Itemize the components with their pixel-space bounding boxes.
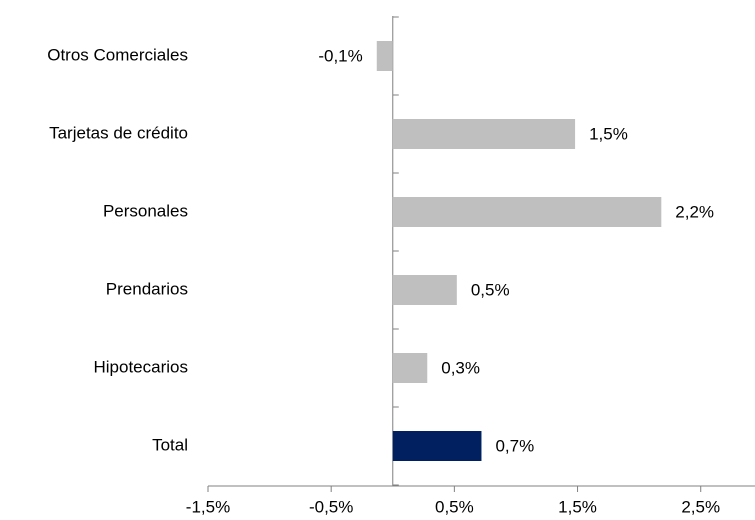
bar	[392, 197, 662, 227]
x-tick-label: 2,5%	[681, 497, 720, 516]
x-tick-label: 0,5%	[435, 497, 474, 516]
bar	[392, 353, 428, 383]
value-label: 0,7%	[495, 436, 534, 455]
x-tick-label: -1,5%	[186, 497, 230, 516]
bar	[392, 275, 457, 305]
value-label: 0,3%	[441, 358, 480, 377]
x-tick-label: 1,5%	[558, 497, 597, 516]
y-tick-label: Personales	[103, 201, 188, 220]
bar	[392, 431, 482, 461]
y-tick-label: Hipotecarios	[94, 357, 189, 376]
value-label: 0,5%	[471, 280, 510, 299]
y-tick-label: Total	[152, 435, 188, 454]
y-tick-label: Tarjetas de crédito	[49, 123, 188, 142]
bar	[376, 41, 393, 71]
value-label: 1,5%	[589, 124, 628, 143]
x-tick-label: -0,5%	[309, 497, 353, 516]
bar	[392, 119, 576, 149]
value-label: 2,2%	[675, 202, 714, 221]
y-tick-label: Prendarios	[106, 279, 188, 298]
value-label: -0,1%	[318, 46, 362, 65]
y-tick-label: Otros Comerciales	[47, 45, 188, 64]
